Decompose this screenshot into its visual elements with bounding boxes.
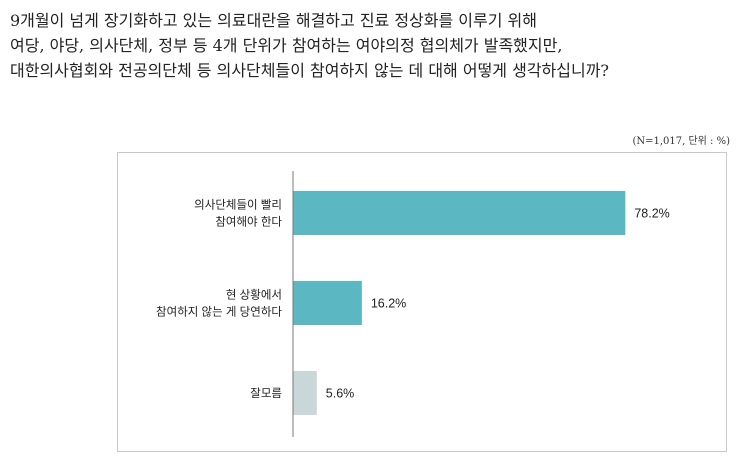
bar-3 <box>293 371 317 415</box>
sample-size-note: (N=1,017, 단위 : %) <box>632 136 730 147</box>
category-label-1-line-2: 참여해야 한다 <box>215 216 282 229</box>
value-label-2: 16.2% <box>371 297 406 311</box>
question-line-3: 대한의사협회와 전공의단체 등 의사단체들이 참여하지 않는 데 대해 어떻게 … <box>10 61 609 80</box>
category-label-1-line-1: 의사단체들이 빨리 <box>194 199 282 212</box>
category-label-2-line-1: 현 상황에서 <box>226 289 282 302</box>
value-label-1: 78.2% <box>634 207 669 221</box>
question-line-2: 여당, 야당, 의사단체, 정부 등 4개 단위가 참여하는 여야의정 협의체가… <box>10 36 563 55</box>
question-line-1: 9개월이 넘게 장기화하고 있는 의료대란을 해결하고 진료 정상화를 이루기 … <box>10 11 537 30</box>
category-label-2-line-2: 참여하지 않는 게 당연하다 <box>156 305 282 319</box>
bar-2 <box>293 281 362 325</box>
survey-question: 9개월이 넘게 장기화하고 있는 의료대란을 해결하고 진료 정상화를 이루기 … <box>10 8 740 83</box>
category-label-3-line-1: 잘모름 <box>250 386 282 400</box>
value-label-3: 5.6% <box>326 387 355 401</box>
bar-1 <box>293 191 626 235</box>
